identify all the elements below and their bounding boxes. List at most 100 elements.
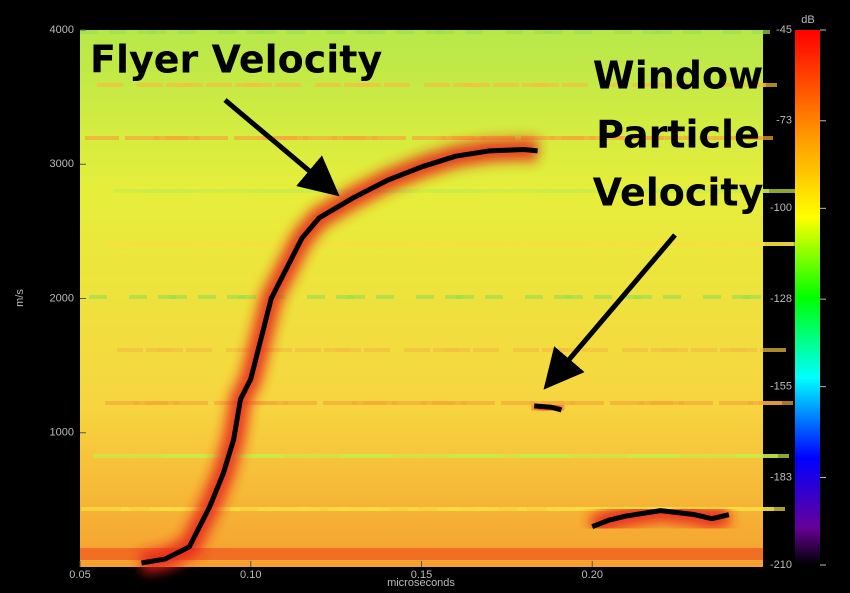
- noise: [542, 348, 568, 352]
- noise: [125, 136, 159, 140]
- noise: [505, 30, 523, 34]
- noise: [654, 30, 672, 34]
- noise: [517, 507, 567, 511]
- noise: [752, 30, 770, 34]
- noise: [627, 454, 669, 458]
- noise: [174, 401, 208, 405]
- noise: [425, 30, 443, 34]
- noise: [525, 295, 543, 299]
- noise: [158, 295, 176, 299]
- noise: [598, 454, 640, 458]
- noise: [226, 348, 252, 352]
- noise: [428, 242, 478, 246]
- noise: [570, 401, 604, 405]
- noise: [133, 454, 175, 458]
- noise: [336, 295, 354, 299]
- noise: [271, 454, 313, 458]
- noise: [420, 454, 462, 458]
- noise: [80, 30, 98, 34]
- noise: [634, 295, 652, 299]
- noise: [526, 242, 576, 246]
- noise: [453, 83, 479, 87]
- noise: [258, 30, 276, 34]
- noise: [509, 189, 551, 193]
- noise: [748, 401, 782, 405]
- noise: [105, 401, 139, 405]
- noise: [663, 295, 681, 299]
- noise: [186, 348, 212, 352]
- noise: [594, 295, 612, 299]
- noise: [169, 295, 187, 299]
- noise: [578, 189, 620, 193]
- noise: [400, 189, 442, 193]
- colorbar-tick-label: -100: [770, 202, 792, 214]
- noise: [457, 242, 507, 246]
- noise: [736, 454, 778, 458]
- noise: [392, 401, 426, 405]
- noise: [433, 348, 459, 352]
- noise: [760, 348, 786, 352]
- noise: [412, 136, 446, 140]
- noise: [348, 242, 398, 246]
- noise: [210, 242, 260, 246]
- noise: [352, 401, 386, 405]
- noise: [501, 401, 535, 405]
- noise: [384, 83, 410, 87]
- noise: [659, 136, 693, 140]
- noise: [231, 454, 273, 458]
- noise: [344, 83, 370, 87]
- noise: [469, 189, 511, 193]
- noise: [81, 507, 131, 511]
- noise: [481, 136, 515, 140]
- noise: [364, 348, 390, 352]
- noise: [130, 242, 180, 246]
- noise: [546, 507, 596, 511]
- noise: [340, 454, 382, 458]
- noise: [303, 136, 337, 140]
- noise: [643, 30, 661, 34]
- noise: [307, 295, 325, 299]
- noise: [518, 454, 560, 458]
- noise: [631, 83, 657, 87]
- noise: [367, 30, 385, 34]
- colorbar-tick-label: -73: [776, 115, 792, 127]
- noise: [404, 348, 430, 352]
- noise: [319, 242, 369, 246]
- noise: [545, 30, 563, 34]
- noise: [170, 242, 220, 246]
- noise: [347, 295, 365, 299]
- noise: [287, 30, 305, 34]
- y-tick-label: 3000: [50, 158, 74, 170]
- noise: [691, 348, 717, 352]
- noise: [283, 401, 317, 405]
- colorbar-tick-label: -210: [770, 559, 792, 571]
- noise: [275, 83, 301, 87]
- noise: [230, 507, 280, 511]
- noise: [93, 454, 135, 458]
- noise: [606, 242, 656, 246]
- noise: [146, 348, 172, 352]
- noise: [522, 83, 548, 87]
- noise: [117, 348, 143, 352]
- noise: [590, 136, 624, 140]
- noise: [234, 136, 268, 140]
- noise: [461, 401, 495, 405]
- noise: [218, 30, 236, 34]
- noise: [574, 30, 592, 34]
- noise: [720, 348, 746, 352]
- annotation: Flyer Velocity: [90, 38, 382, 82]
- noise: [513, 348, 539, 352]
- noise: [728, 136, 762, 140]
- colorbar-tick-label: -45: [776, 24, 792, 36]
- noise: [113, 189, 155, 193]
- noise: [295, 348, 321, 352]
- noise: [651, 348, 677, 352]
- arrow: [223, 98, 340, 197]
- noise: [149, 30, 167, 34]
- noise: [565, 295, 583, 299]
- noise: [639, 401, 673, 405]
- x-tick-label: 0.20: [582, 569, 603, 581]
- noise: [121, 507, 171, 511]
- noise: [703, 295, 721, 299]
